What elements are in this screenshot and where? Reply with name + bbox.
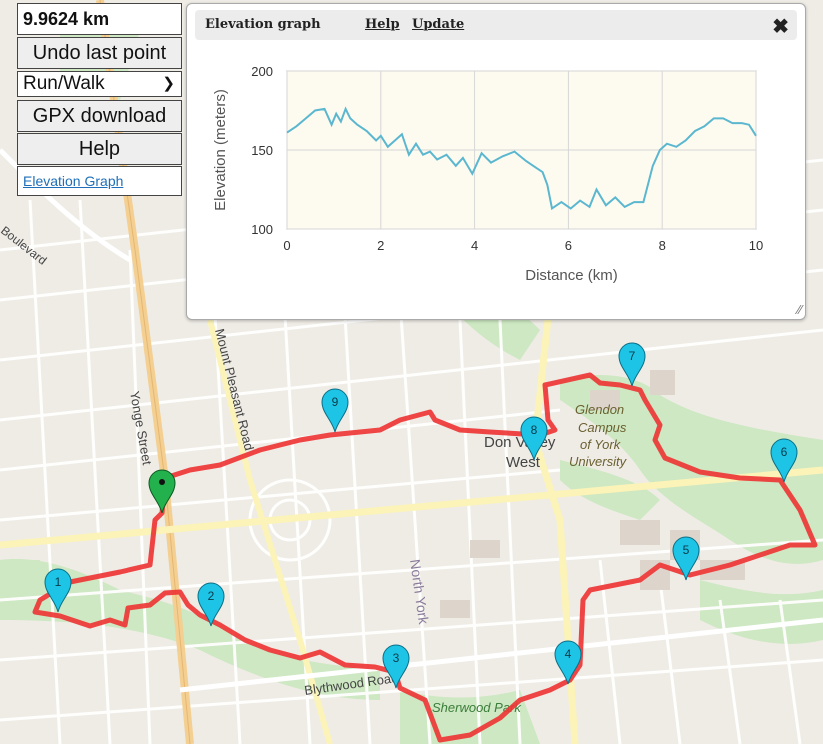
waypoint-marker-1[interactable]: 1 [44,568,72,613]
waypoint-marker-2[interactable]: 2 [197,582,225,627]
map-pin-icon [197,582,225,627]
of-york-label: of York [580,437,622,452]
y-tick-label: 100 [251,222,273,237]
waypoint-number: 7 [629,349,636,363]
map-pin-icon [321,388,349,433]
x-tick-label: 8 [659,238,666,253]
x-tick-label: 0 [283,238,290,253]
map-pin-icon [44,568,72,613]
x-axis-label: Distance (km) [525,267,618,284]
waypoint-marker-4[interactable]: 4 [554,640,582,685]
y-tick-label: 200 [251,64,273,79]
help-button[interactable]: Help [17,133,182,165]
elevation-panel-title: Elevation graph [205,17,321,32]
waypoint-marker-6[interactable]: 6 [770,438,798,483]
mode-select[interactable]: Run/Walk ❯ [17,71,182,97]
sherwood-label: Sherwood Park [432,700,522,715]
elevation-help-link[interactable]: Help [365,17,400,32]
map-pin-icon [382,644,410,689]
route-line[interactable] [32,372,818,743]
x-tick-label: 4 [471,238,478,253]
map-pin-icon [672,536,700,581]
waypoint-marker-3[interactable]: 3 [382,644,410,689]
distance-readout: 9.9624 km [17,3,182,35]
x-tick-label: 10 [749,238,763,253]
map-pin-icon [618,342,646,387]
elevation-series-line [286,106,757,211]
waypoint-number: 2 [208,589,215,603]
waypoint-number: 3 [393,651,400,665]
elevation-panel-titlebar[interactable]: Elevation graph Help Update ✖ [195,10,797,40]
elevation-graph-link[interactable]: Elevation Graph [23,173,124,189]
y-axis-label: Elevation (meters) [212,89,229,211]
map-pin-icon [770,438,798,483]
waypoint-marker-7[interactable]: 7 [618,342,646,387]
waypoint-marker-5[interactable]: 5 [672,536,700,581]
start-pin-dot [159,479,165,485]
map-pin-icon [520,416,548,461]
waypoint-number: 9 [332,395,339,409]
waypoint-number: 8 [531,423,538,437]
university-label: University [569,454,628,469]
waypoint-marker-9[interactable]: 9 [321,388,349,433]
map-pin-icon [554,640,582,685]
x-tick-label: 6 [565,238,572,253]
chevron-down-icon: ❯ [162,75,175,92]
start-marker[interactable] [148,469,176,514]
x-tick-label: 2 [377,238,384,253]
elevation-graph-box: Elevation Graph [17,166,182,196]
start-pin-icon [148,469,176,514]
close-icon[interactable]: ✖ [772,16,789,38]
waypoint-number: 4 [565,647,572,661]
resize-grip-icon[interactable]: ∕∕ [797,302,802,317]
glendon-label: Glendon [575,402,624,417]
gpx-download-button[interactable]: GPX download [17,100,182,132]
y-tick-label: 150 [251,143,273,158]
west-label: West [506,454,541,471]
elevation-panel: Elevation graph Help Update ✖ 0 2 4 6 8 10 100… [186,3,806,320]
waypoint-markers: 1 2 3 4 5 6 7 8 9 [44,342,798,689]
waypoint-marker-8[interactable]: 8 [520,416,548,461]
elevation-chart: 0 2 4 6 8 10 100 150 200 Distance (km) Elevation (… [212,64,763,284]
elevation-update-link[interactable]: Update [412,17,465,32]
waypoint-number: 6 [781,445,788,459]
mode-select-value: Run/Walk [23,73,105,94]
waypoint-number: 1 [55,575,62,589]
campus-label: Campus [578,420,627,435]
waypoint-number: 5 [683,543,690,557]
undo-button[interactable]: Undo last point [17,37,182,69]
